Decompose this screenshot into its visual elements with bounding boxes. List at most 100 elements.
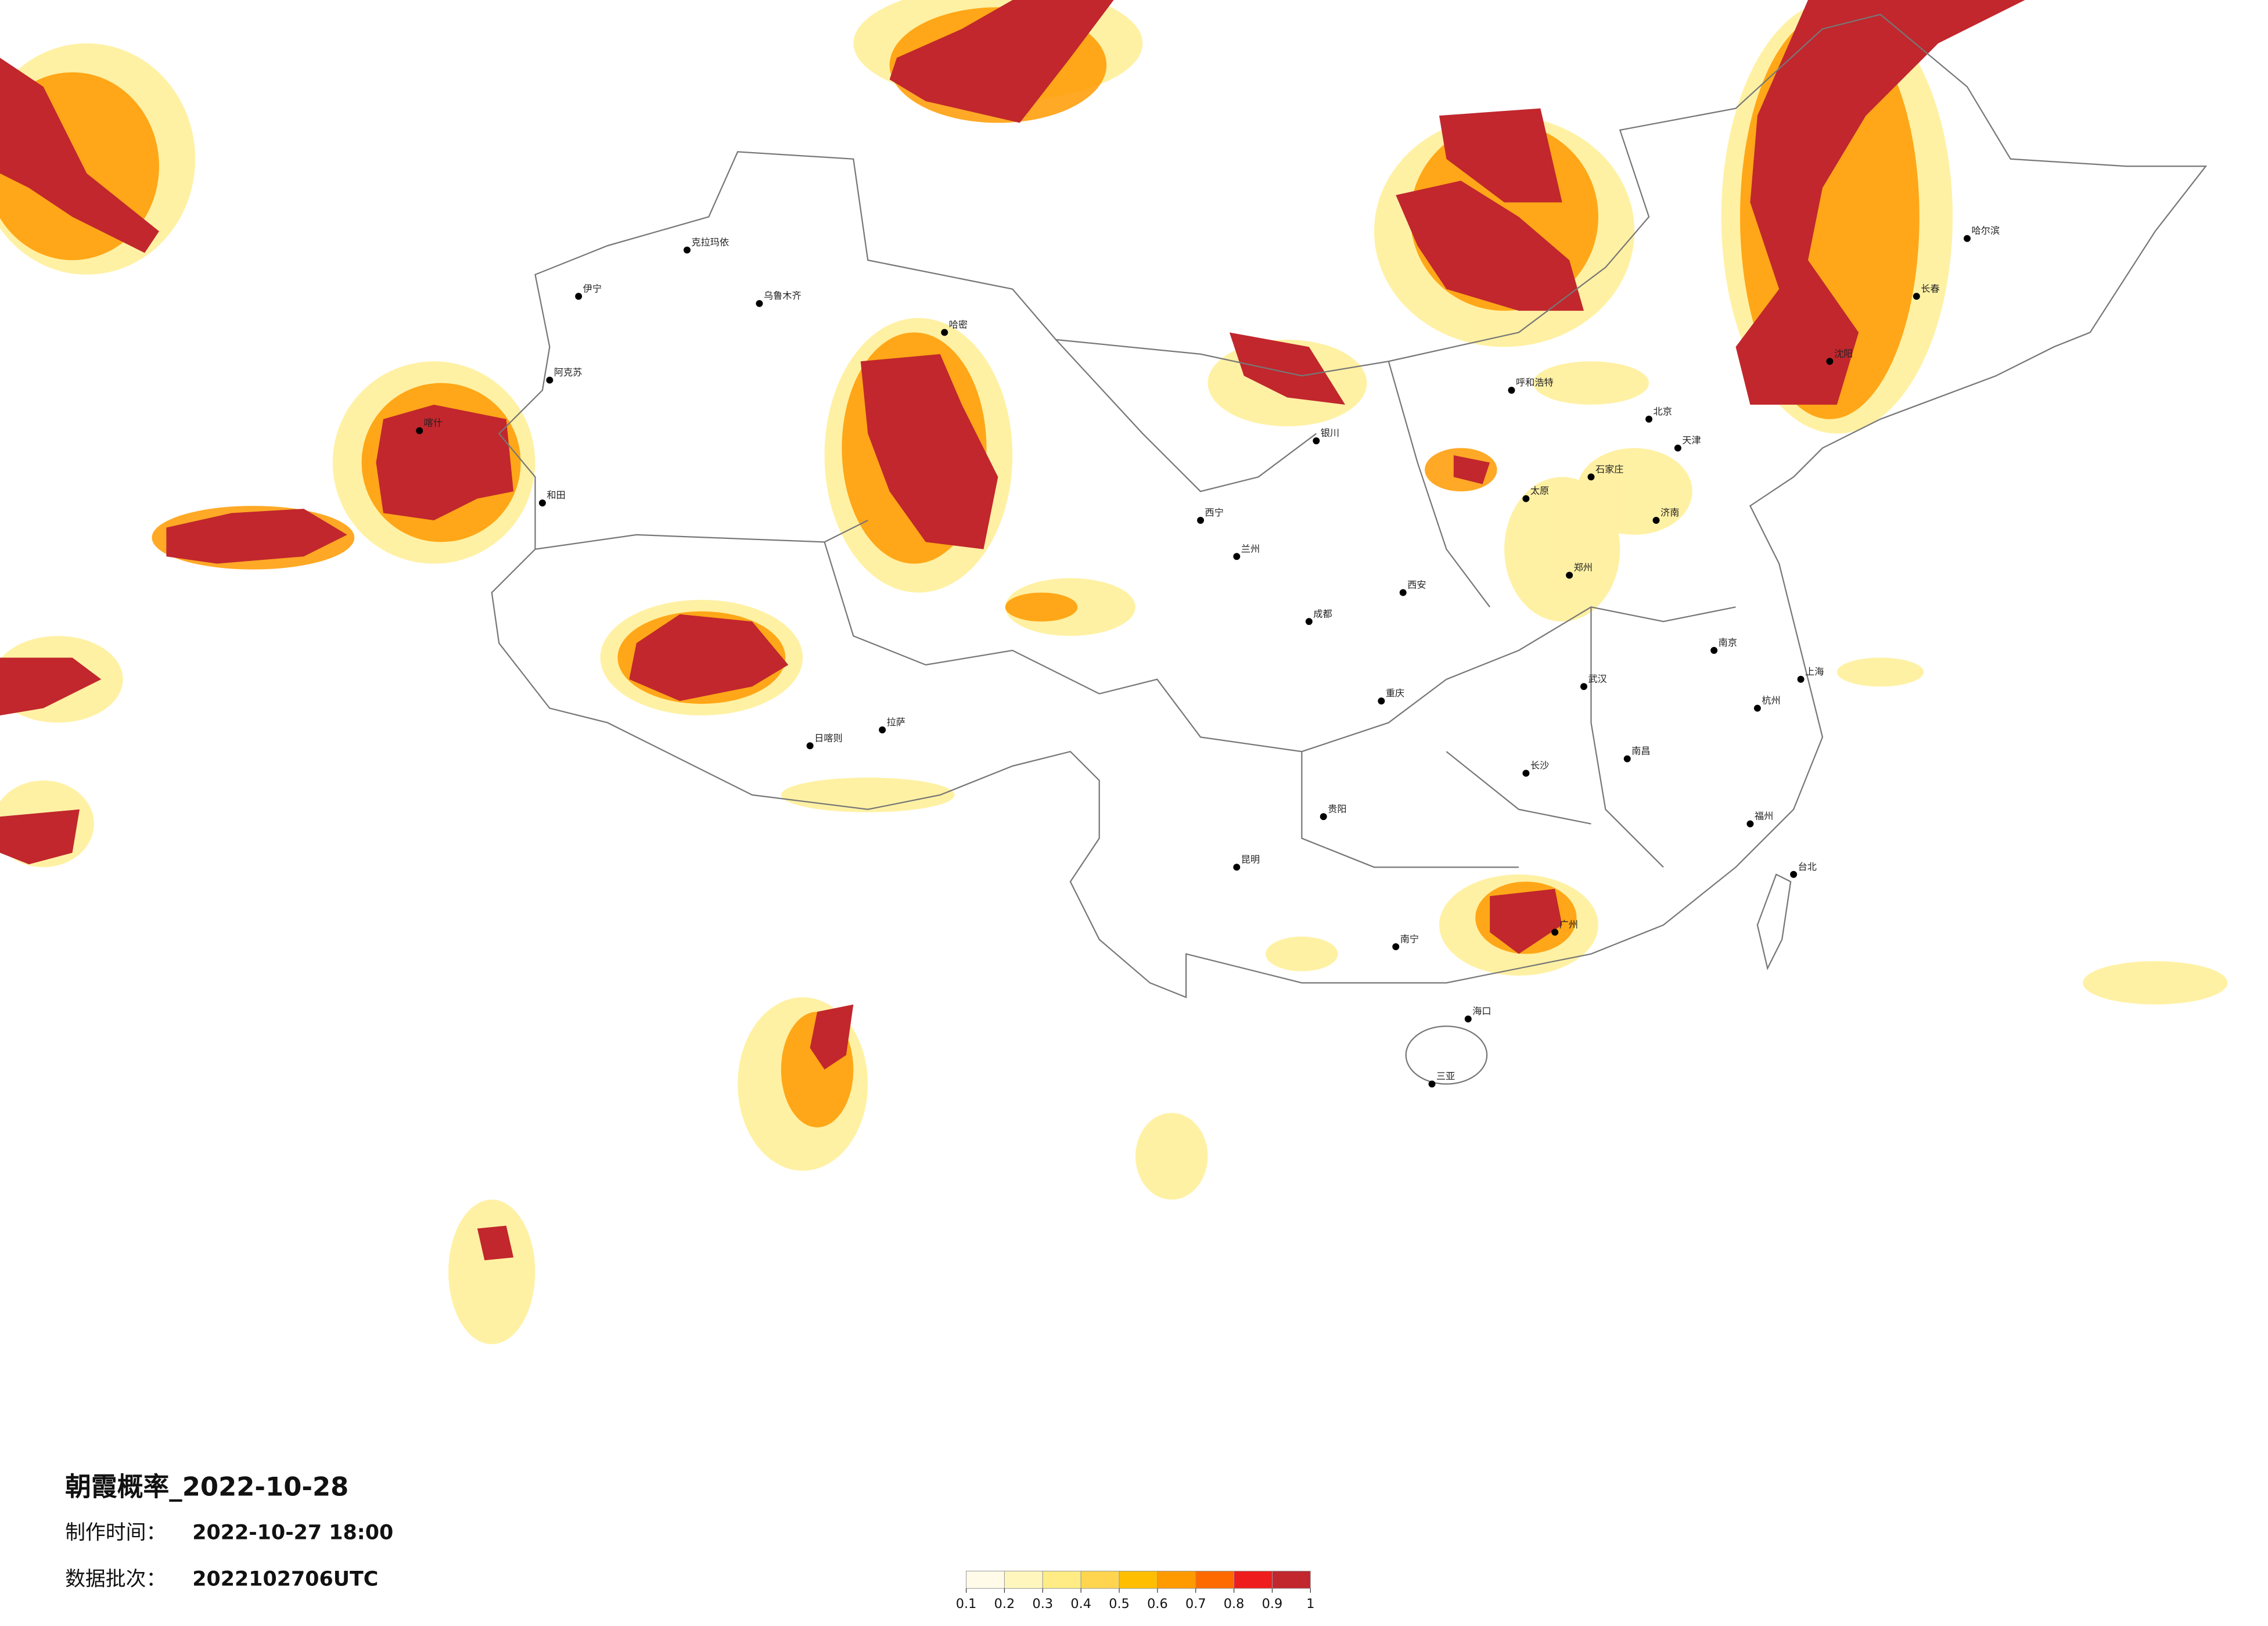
city-dot xyxy=(416,427,423,434)
city-dot xyxy=(1652,517,1660,524)
city-label: 呼和浩特 xyxy=(1516,377,1554,388)
city-dot xyxy=(546,376,553,384)
colorbar-tick-label: 0.6 xyxy=(1147,1596,1168,1611)
city-dot xyxy=(1674,444,1681,452)
city-dot xyxy=(1826,358,1834,365)
city-dot xyxy=(1233,864,1241,871)
city-label: 广州 xyxy=(1559,919,1578,930)
city-label: 哈密 xyxy=(949,319,968,330)
colorbar-tick-label: 0.4 xyxy=(1070,1596,1091,1611)
city-dot xyxy=(1710,647,1718,654)
city-dot xyxy=(1378,697,1385,705)
city-dot xyxy=(1623,755,1631,762)
high-prob-areas xyxy=(0,0,2025,1261)
city-label: 克拉玛依 xyxy=(691,237,729,248)
city-dot xyxy=(1753,704,1761,712)
colorbar-bin xyxy=(1195,1570,1235,1589)
city-label: 乌鲁木齐 xyxy=(764,290,801,301)
city-label: 武汉 xyxy=(1588,673,1606,684)
city-label: 贵阳 xyxy=(1328,803,1346,814)
colorbar-bin xyxy=(1004,1570,1043,1589)
city-dot xyxy=(1522,495,1530,502)
city-label: 郑州 xyxy=(1574,562,1593,573)
issue-time: 2022-10-27 18:00 xyxy=(192,1521,393,1545)
city-label: 杭州 xyxy=(1762,695,1780,706)
city-dot xyxy=(1428,1080,1436,1088)
borders xyxy=(491,13,2208,1085)
colorbar-bin xyxy=(1234,1570,1273,1589)
city-label: 西安 xyxy=(1407,580,1426,591)
colorbar-bin xyxy=(966,1570,1005,1589)
colorbar-tick-label: 0.2 xyxy=(994,1596,1015,1611)
colorbar-tick-label: 0.1 xyxy=(956,1596,977,1611)
colorbar-tick-label: 0.7 xyxy=(1185,1596,1206,1611)
colorbar-bin xyxy=(1157,1570,1196,1589)
colorbar-bin xyxy=(1119,1570,1158,1589)
colorbar-bin xyxy=(1080,1570,1120,1589)
city-dot xyxy=(1566,571,1573,579)
colorbar-tick-label: 1 xyxy=(1306,1596,1314,1611)
city-label: 成都 xyxy=(1313,608,1332,619)
city-label: 伊宁 xyxy=(583,283,602,294)
city-dot xyxy=(1197,517,1205,524)
city-label: 天津 xyxy=(1682,435,1701,446)
city-label: 南昌 xyxy=(1631,746,1650,757)
city-label: 上海 xyxy=(1805,666,1824,677)
city-dot xyxy=(538,499,546,507)
city-label: 石家庄 xyxy=(1595,463,1624,474)
country-outline xyxy=(491,13,2208,998)
city-dot xyxy=(1645,415,1653,423)
province-lines xyxy=(535,339,1736,868)
city-dot xyxy=(1392,943,1400,951)
batch: 2022102706UTC xyxy=(192,1567,378,1591)
city-label: 阿克苏 xyxy=(554,367,583,378)
colorbar-tick-label: 0.9 xyxy=(1262,1596,1283,1611)
city-label: 重庆 xyxy=(1386,688,1404,699)
city-label: 长春 xyxy=(1921,283,1939,294)
colorbar-bin xyxy=(1042,1570,1081,1589)
city-label: 三亚 xyxy=(1436,1071,1455,1082)
map-title: 朝霞概率_2022-10-28 xyxy=(65,1472,348,1502)
colorbar-tick-label: 0.5 xyxy=(1109,1596,1130,1611)
city-label: 福州 xyxy=(1755,811,1773,822)
city-label: 日喀则 xyxy=(814,732,843,743)
city-label: 西宁 xyxy=(1205,507,1224,518)
city-label: 兰州 xyxy=(1241,543,1260,554)
city-dot xyxy=(1313,437,1320,445)
city-label: 哈尔滨 xyxy=(1971,225,2000,236)
colorbar-tick-label: 0.3 xyxy=(1033,1596,1054,1611)
city-dot xyxy=(879,726,886,733)
city-label: 南京 xyxy=(1719,637,1737,648)
city-dot xyxy=(1508,387,1515,394)
city-label: 长沙 xyxy=(1530,760,1549,771)
city-label: 南宁 xyxy=(1400,933,1419,944)
issue-time-label: 制作时间： xyxy=(65,1521,166,1545)
city-dot xyxy=(806,742,814,750)
city-dot xyxy=(1551,929,1559,936)
city-dot xyxy=(1305,618,1313,625)
city-dot xyxy=(683,246,691,254)
city-dot xyxy=(1790,870,1798,878)
batch-label: 数据批次： xyxy=(65,1567,166,1591)
hainan xyxy=(1405,1025,1488,1085)
city-dot xyxy=(1797,675,1805,683)
colorbar: 0.1 0.2 0.3 0.4 0.5 0.6 0.7 0.8 0.9 1 xyxy=(956,1570,1314,1611)
city-dot xyxy=(1580,683,1588,690)
city-dot xyxy=(1464,1015,1472,1023)
city-dot xyxy=(1964,235,1971,242)
city-dot xyxy=(1399,589,1407,596)
city-dot xyxy=(756,300,763,307)
info: 朝霞概率_2022-10-28 制作时间： 2022-10-27 18:00 数… xyxy=(65,1472,393,1591)
city-label: 昆明 xyxy=(1241,854,1260,865)
city-label: 拉萨 xyxy=(887,717,905,728)
city-label: 北京 xyxy=(1654,406,1672,417)
city-label: 和田 xyxy=(547,490,565,501)
taiwan xyxy=(1756,873,1792,970)
city-label: 银川 xyxy=(1321,427,1339,438)
city-dot xyxy=(1320,813,1327,821)
city-dot xyxy=(1746,820,1754,828)
colorbar-bin xyxy=(1271,1570,1311,1589)
